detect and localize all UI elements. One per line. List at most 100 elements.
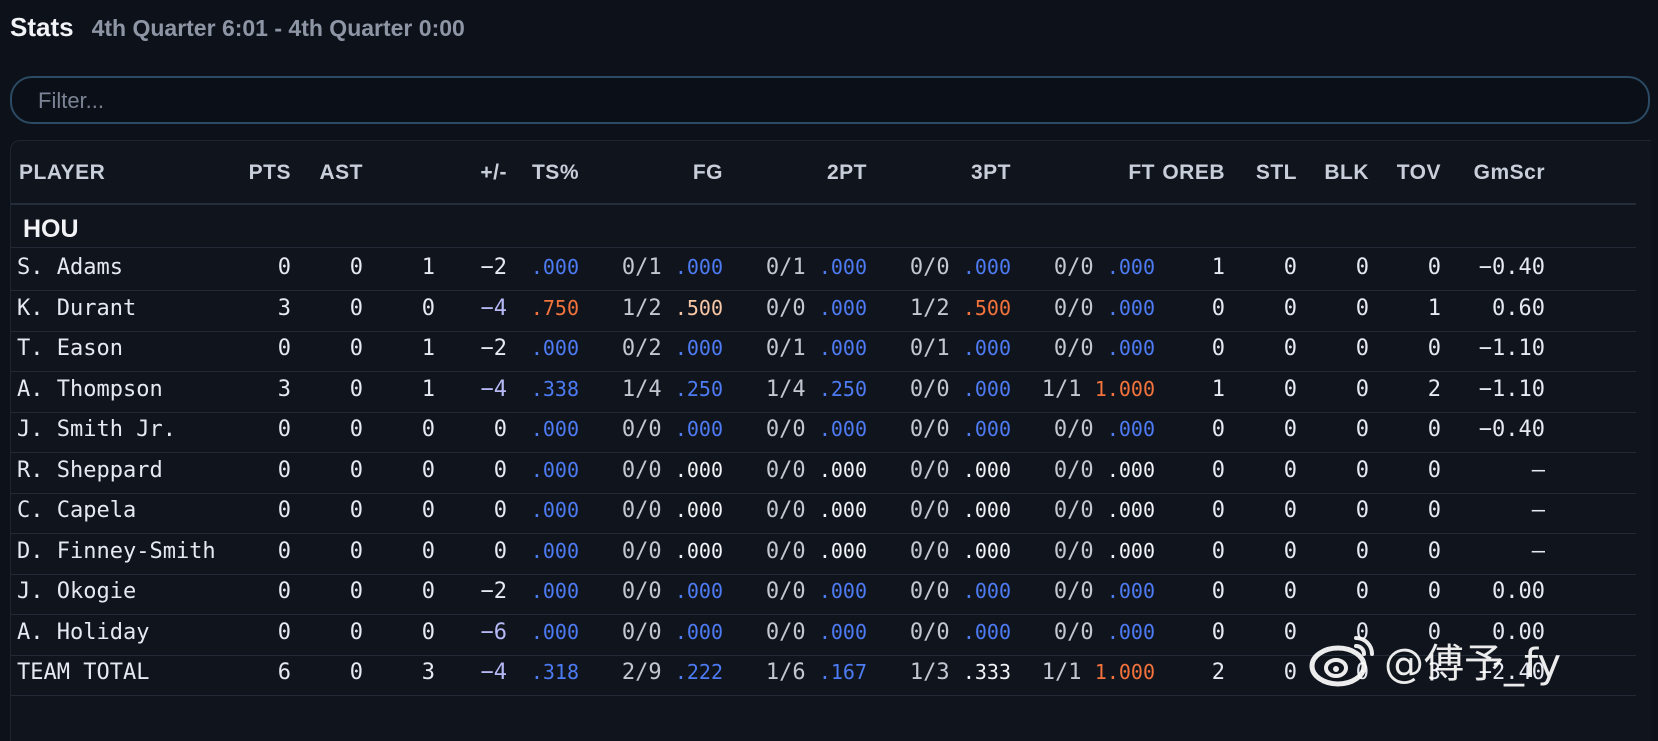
- player-name[interactable]: K. Durant: [17, 295, 137, 321]
- player-name[interactable]: A. Holiday: [17, 619, 150, 645]
- stat-pm: −4: [480, 376, 508, 402]
- stat-fg-percentage: .500: [674, 295, 723, 320]
- stat-gm: 0.60: [1492, 295, 1545, 321]
- stat-p3-made-attempted: 0/0: [909, 538, 950, 564]
- stat-ft-percentage: .000: [1106, 579, 1155, 603]
- stat-p2: 0/0 .000: [766, 620, 867, 645]
- stat-blk: 0: [1355, 417, 1369, 442]
- stat-ft: 0/0 .000: [1054, 336, 1155, 361]
- stat-p3: 0/0 .000: [910, 498, 1011, 523]
- stat-ft-made-attempted: 0/0: [1053, 457, 1094, 483]
- column-header-stl[interactable]: STL: [1255, 161, 1297, 184]
- stat-p2: 0/1 .000: [766, 336, 867, 361]
- stat-fg: 1/4 .250: [622, 377, 723, 402]
- stat-blk: 0: [1355, 336, 1369, 361]
- stat-ft-made-attempted: 0/0: [1053, 498, 1094, 523]
- stat-ft-percentage: .000: [1106, 538, 1155, 563]
- stat-fg-percentage: .222: [674, 660, 723, 684]
- player-name[interactable]: A. Thompson: [17, 376, 163, 402]
- stat-ft-percentage: 1.000: [1094, 376, 1155, 401]
- table-row[interactable]: A. Holiday 0 0 0 −6.000 0 0 0 0 0.00 0/0 .000 0/0 .…: [11, 613, 1636, 656]
- column-header-gmscr[interactable]: GmScr: [1473, 161, 1545, 184]
- stat-p2-percentage: .000: [818, 498, 867, 522]
- stat-p3: 0/0 .000: [910, 377, 1011, 402]
- stat-pts: 0: [277, 579, 291, 604]
- stat-p2-percentage: .000: [818, 336, 867, 360]
- stat-pm: −4: [480, 660, 508, 685]
- stat-c3: 0: [421, 498, 435, 523]
- stat-ft: 0/0 .000: [1054, 498, 1155, 523]
- stat-fg: 0/0 .000: [622, 498, 723, 523]
- stat-ts: .000: [530, 619, 579, 644]
- stat-pts: 0: [277, 457, 291, 483]
- stat-ft-made-attempted: 0/0: [1053, 295, 1094, 321]
- player-name[interactable]: C. Capela: [17, 498, 137, 523]
- stat-ft-percentage: .000: [1106, 295, 1155, 320]
- player-name[interactable]: T. Eason: [17, 336, 123, 361]
- stat-fg-percentage: .000: [674, 538, 723, 563]
- stat-pts: 6: [277, 660, 291, 685]
- column-header-blk[interactable]: BLK: [1324, 161, 1369, 184]
- column-header-fg[interactable]: FG: [692, 161, 723, 184]
- stat-fg-percentage: .000: [674, 457, 723, 482]
- player-name[interactable]: D. Finney-Smith: [17, 538, 216, 564]
- stat-oreb: 1: [1211, 376, 1225, 402]
- player-name[interactable]: R. Sheppard: [17, 457, 163, 483]
- table-row[interactable]: J. Okogie 0 0 0 −2.000 0 0 0 0 0.00 0/0 .000 0/0 .0…: [11, 572, 1636, 615]
- column-header-pts[interactable]: PTS: [248, 161, 291, 184]
- stat-p2-made-attempted: 0/0: [765, 417, 806, 442]
- stat-stl: 0: [1283, 417, 1297, 442]
- table-row[interactable]: A. Thompson 3 0 1 −4.338 1 0 0 2 −1.10 1/4 .250 1/4…: [11, 370, 1636, 413]
- stat-ft: 1/1 1.000: [1042, 660, 1155, 685]
- stat-p2: 0/0 .000: [766, 296, 867, 321]
- stat-pm: 0: [493, 538, 507, 564]
- stat-p2-percentage: .000: [818, 295, 867, 320]
- stat-p2-made-attempted: 0/0: [765, 538, 806, 564]
- stat-tov: 0: [1427, 538, 1441, 564]
- stat-p3-percentage: .000: [962, 498, 1011, 522]
- stat-fg-percentage: .000: [674, 619, 723, 644]
- column-header--[interactable]: +/-: [480, 161, 507, 184]
- stat-fg-made-attempted: 0/2: [621, 336, 662, 361]
- table-row[interactable]: K. Durant 3 0 0 −4 .750 0 0 0 1 0.60 1/2 .500 0/0 .0…: [11, 289, 1636, 332]
- stat-p2-made-attempted: 0/1: [765, 255, 806, 280]
- player-name[interactable]: S. Adams: [17, 255, 123, 280]
- column-header-ts-[interactable]: TS%: [531, 161, 579, 184]
- stat-ast: 0: [349, 579, 363, 604]
- stat-ft: 0/0 .000: [1054, 579, 1155, 604]
- stat-ts: .000: [530, 457, 579, 482]
- stat-tov: 0: [1427, 498, 1441, 523]
- column-header-player[interactable]: PLAYER: [19, 161, 106, 184]
- stat-gm: −1.10: [1478, 336, 1545, 361]
- table-row[interactable]: T. Eason 0 0 1 −2.000 0 0 0 0 −1.10 0/2 .000 0/1 .0…: [11, 329, 1636, 372]
- team-total-row[interactable]: TEAM TOTAL 6 0 3 −4.318 2 0 0 3 −2.40 2/9 .222 1/6 …: [11, 653, 1636, 696]
- stat-gm: –: [1531, 457, 1545, 483]
- stat-c3: 3: [421, 660, 435, 685]
- table-row[interactable]: S. Adams 0 0 1 −2.000 1 0 0 0 −0.40 0/1 .000 0/1 .0…: [11, 248, 1636, 291]
- stat-tov: 0: [1427, 417, 1441, 442]
- stat-p2-percentage: .000: [818, 457, 867, 482]
- stat-c3: 1: [421, 376, 435, 402]
- column-header-ast[interactable]: AST: [319, 161, 363, 184]
- column-header-3pt[interactable]: 3PT: [970, 161, 1011, 184]
- stat-p2-made-attempted: 1/6: [765, 660, 806, 685]
- stat-pts: 0: [277, 619, 291, 645]
- watermark-text: @傅予_fy: [1384, 641, 1562, 687]
- stat-c3: 0: [421, 457, 435, 483]
- table-row[interactable]: J. Smith Jr. 0 0 0 0.000 0 0 0 0 −0.40 0/0 .000 0/0…: [11, 410, 1636, 453]
- player-name[interactable]: J. Smith Jr.: [17, 417, 176, 442]
- column-header-ft[interactable]: FT: [1128, 161, 1155, 184]
- filter-input[interactable]: [12, 78, 1658, 124]
- stat-fg-made-attempted: 0/0: [621, 579, 662, 604]
- player-name[interactable]: J. Okogie: [17, 579, 137, 604]
- stat-p2: 0/1 .000: [766, 255, 867, 280]
- table-row[interactable]: D. Finney-Smith 0 0 0 0.000 0 0 0 0–0/0 .000 0/0 …: [11, 532, 1636, 575]
- table-row[interactable]: R. Sheppard 0 0 0 0.000 0 0 0 0–0/0 .000 0/0 .000…: [11, 451, 1636, 494]
- stat-ts: .338: [530, 376, 579, 401]
- column-header-tov[interactable]: TOV: [1396, 161, 1441, 184]
- table-row[interactable]: C. Capela 0 0 0 0.000 0 0 0 0–0/0 .000 0/0 .000 0/…: [11, 491, 1636, 534]
- stat-p3-made-attempted: 0/0: [909, 579, 950, 604]
- column-header-oreb[interactable]: OREB: [1162, 161, 1225, 184]
- stat-ft-made-attempted: 0/0: [1053, 619, 1094, 645]
- column-header-2pt[interactable]: 2PT: [826, 161, 867, 184]
